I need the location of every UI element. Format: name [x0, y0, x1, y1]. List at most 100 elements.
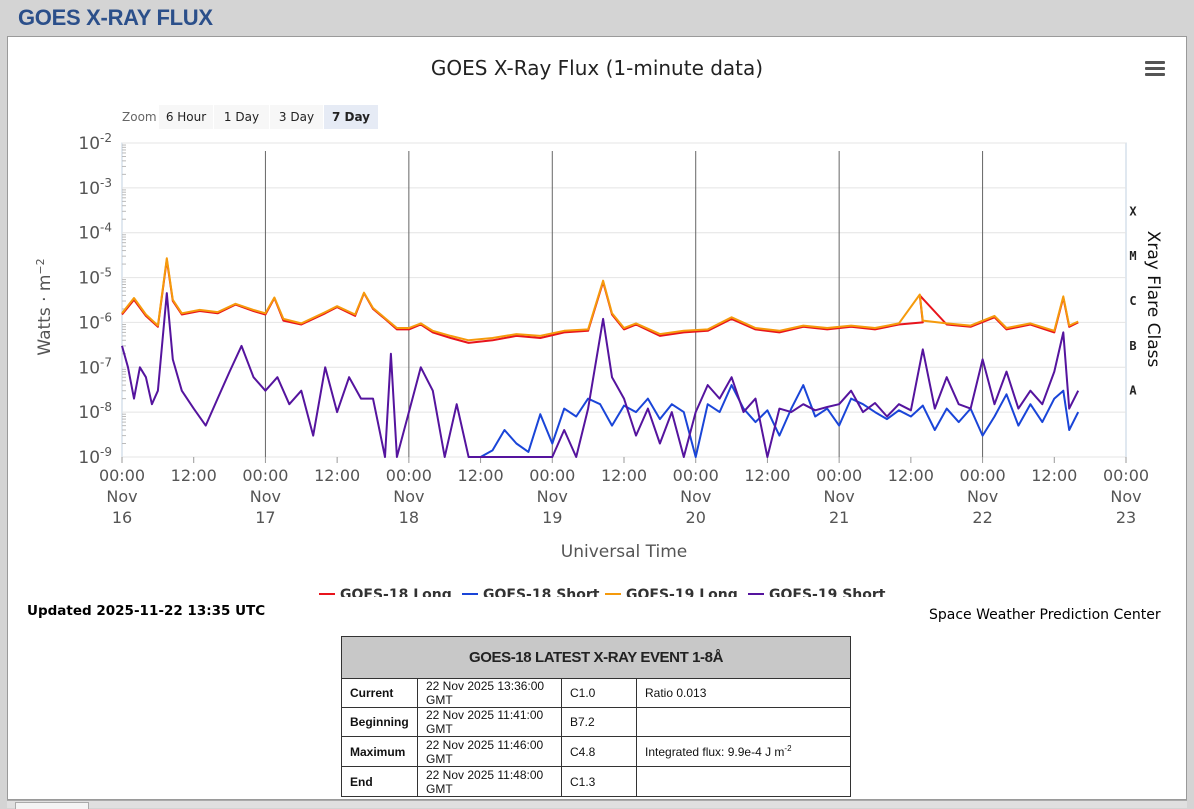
page-header: GOES X-RAY FLUX — [0, 0, 1194, 36]
table-row: Maximum 22 Nov 2025 11:46:00 GMT C4.8 In… — [341, 736, 851, 767]
source-label: Space Weather Prediction Center — [929, 607, 1161, 623]
zoom-button-6-hour[interactable]: 6 Hour — [159, 105, 213, 129]
y-tick-label: 10-3 — [78, 176, 112, 199]
zoom-button-1-day[interactable]: 1 Day — [214, 105, 269, 129]
y-tick-base: 10 — [78, 224, 100, 244]
x-tick-label: 12:00 — [314, 466, 360, 485]
legend-label: GOES-18 Long — [340, 587, 452, 597]
x-tick-label: 00:00 Nov 19 — [529, 466, 575, 527]
y-axis-label-exponent: −2 — [34, 258, 47, 274]
y-tick-base: 10 — [78, 403, 100, 423]
flare-class-label: X — [1129, 204, 1137, 218]
y-tick-exponent: -5 — [100, 266, 112, 280]
zoom-button-3-day[interactable]: 3 Day — [270, 105, 323, 129]
chart-menu-button[interactable] — [1145, 61, 1165, 79]
legend-label: GOES-19 Long — [626, 587, 738, 597]
x-tick-label: 12:00 — [888, 466, 934, 485]
legend-label: GOES-18 Short — [483, 587, 600, 597]
legend-item-goes-19-short[interactable]: GOES-19 Short — [748, 587, 886, 597]
row-class: C4.8 — [561, 736, 637, 767]
y-tick-exponent: -6 — [100, 310, 112, 324]
x-tick-line: 19 — [542, 508, 562, 527]
y-tick-exponent: -2 — [100, 131, 112, 145]
y-tick-exponent: -3 — [100, 176, 112, 190]
table-row: Beginning 22 Nov 2025 11:41:00 GMT B7.2 — [341, 707, 851, 737]
zoom-button-label: 3 Day — [279, 110, 314, 124]
right-axis-label: Xray Flare Class — [1143, 231, 1163, 368]
row-time: 22 Nov 2025 11:46:00 GMT — [417, 736, 562, 767]
integrated-flux-text: Integrated flux: 9.9e-4 J m — [645, 745, 785, 759]
x-tick-line: Nov — [824, 487, 855, 506]
x-tick-label: 12:00 — [171, 466, 217, 485]
x-tick-line: 12:00 — [888, 466, 934, 485]
xray-flux-chart: GOES X-Ray Flux (1-minute data) Zoom 6 Ho… — [34, 56, 1164, 597]
y-tick-base: 10 — [78, 269, 100, 289]
x-tick-line: 12:00 — [458, 466, 504, 485]
x-tick-line: 16 — [112, 508, 132, 527]
updated-timestamp: Updated 2025-11-22 13:35 UTC — [27, 603, 266, 619]
zoom-button-label: 6 Hour — [166, 110, 206, 124]
x-tick-line: 12:00 — [171, 466, 217, 485]
hamburger-menu-icon — [1145, 61, 1165, 64]
x-tick-label: 00:00 Nov 23 — [1103, 466, 1149, 527]
row-extra — [636, 707, 851, 737]
flare-class-label: M — [1129, 249, 1136, 263]
x-tick-line: 00:00 — [816, 466, 862, 485]
y-axis-label-text: Watts · m — [35, 275, 55, 356]
x-tick-line: Nov — [537, 487, 568, 506]
x-tick-line: 17 — [255, 508, 275, 527]
x-tick-line: 12:00 — [1031, 466, 1077, 485]
hamburger-menu-icon-line — [1145, 67, 1165, 70]
legend-label: GOES-19 Short — [769, 587, 886, 597]
zoom-button-bg — [214, 105, 269, 129]
x-tick-line: 00:00 — [673, 466, 719, 485]
y-tick-label: 10-5 — [78, 266, 112, 289]
row-extra — [636, 766, 851, 797]
table-row: End 22 Nov 2025 11:48:00 GMT C1.3 — [341, 766, 851, 797]
x-tick-line: 00:00 — [386, 466, 432, 485]
zoom-button-bg — [270, 105, 323, 129]
row-extra-integrated-flux: Integrated flux: 9.9e-4 J m-2 — [636, 736, 851, 767]
row-class: C1.3 — [561, 766, 637, 797]
y-tick-label: 10-4 — [78, 221, 112, 244]
event-table-header: GOES-18 LATEST X-RAY EVENT 1-8Å — [341, 636, 851, 679]
x-tick-label: 00:00 Nov 20 — [673, 466, 719, 527]
legend-item-goes-18-long[interactable]: GOES-18 Long — [319, 587, 452, 597]
chart-panel: GOES X-Ray Flux (1-minute data) Zoom 6 Ho… — [7, 36, 1187, 800]
x-tick-line: 12:00 — [314, 466, 360, 485]
y-tick-base: 10 — [78, 313, 100, 333]
row-class: B7.2 — [561, 707, 637, 737]
y-tick-exponent: -8 — [100, 400, 112, 414]
zoom-button-7-day[interactable]: 7 Day — [324, 105, 378, 129]
integrated-flux-exponent: -2 — [784, 744, 792, 753]
series-line-goes-18-short — [480, 384, 1080, 458]
row-time: 22 Nov 2025 13:36:00 GMT — [417, 678, 562, 708]
y-tick-exponent: -9 — [100, 445, 112, 459]
page-title: GOES X-RAY FLUX — [18, 5, 213, 30]
x-tick-line: 12:00 — [601, 466, 647, 485]
x-tick-line: 00:00 — [1103, 466, 1149, 485]
x-tick-line: 00:00 — [99, 466, 145, 485]
legend-item-goes-19-long[interactable]: GOES-19 Long — [605, 587, 738, 597]
y-tick-base: 10 — [78, 448, 100, 468]
y-tick-label: 10-2 — [78, 131, 112, 154]
flare-class-label: C — [1129, 294, 1136, 308]
zoom-button-bg — [324, 105, 378, 129]
zoom-button-label: 1 Day — [224, 110, 259, 124]
x-tick-line: Nov — [250, 487, 281, 506]
legend-item-goes-18-short[interactable]: GOES-18 Short — [462, 587, 600, 597]
zoom-label: Zoom — [122, 110, 157, 124]
row-time: 22 Nov 2025 11:48:00 GMT — [417, 766, 562, 797]
x-tick-label: 12:00 — [744, 466, 790, 485]
x-tick-label: 12:00 — [601, 466, 647, 485]
chart-title: GOES X-Ray Flux (1-minute data) — [431, 56, 763, 80]
y-tick-base: 10 — [78, 358, 100, 378]
row-label: Maximum — [341, 736, 418, 767]
x-tick-line: 00:00 — [529, 466, 575, 485]
y-axis: 10-210-310-410-510-610-710-810-9 — [78, 131, 112, 468]
bottom-tab[interactable] — [15, 802, 89, 809]
table-row: Current 22 Nov 2025 13:36:00 GMT C1.0 Ra… — [341, 678, 851, 708]
x-tick-line: Nov — [1110, 487, 1141, 506]
x-tick-label: 00:00 Nov 18 — [386, 466, 432, 527]
y-tick-base: 10 — [78, 179, 100, 199]
